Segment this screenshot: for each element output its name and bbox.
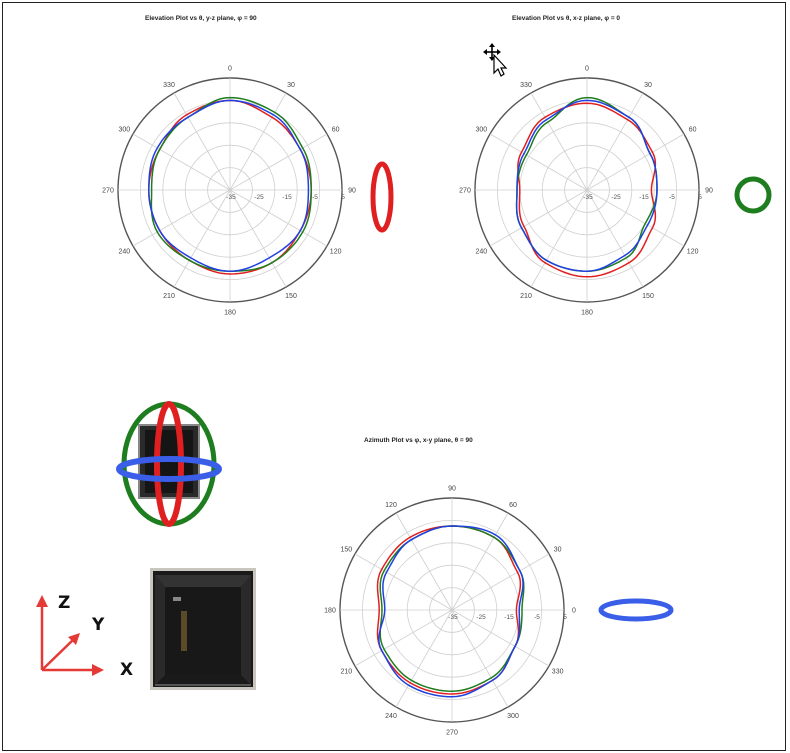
- series-line-green: [379, 525, 525, 692]
- angle-tick-label: 150: [642, 293, 654, 300]
- angle-tick-label: 120: [330, 249, 342, 256]
- x-axis-label: X: [120, 660, 134, 680]
- polar-chart-yz: 0 30 60 90 120 150 180 210 240 270 300 330 -35 -25 -15…: [102, 66, 356, 317]
- radial-tick-label: -35: [583, 194, 593, 201]
- grid-spoke: [229, 189, 287, 288]
- radial-tick-label: -35: [448, 614, 458, 621]
- angle-tick-label: 210: [520, 293, 532, 300]
- angle-tick-label: 240: [476, 249, 488, 256]
- grid-spoke: [451, 553, 550, 611]
- polar-chart-xz: 0 30 60 90 120 150 180 210 240 270 300 330 -35 -25 -15…: [459, 66, 713, 317]
- grid-spoke: [229, 92, 287, 191]
- radial-tick-label: -25: [476, 614, 486, 621]
- radial-tick-label: -15: [282, 194, 292, 201]
- angle-tick-label: 60: [689, 127, 697, 134]
- angle-tick-label: 330: [552, 669, 564, 676]
- grid-spoke: [132, 189, 231, 247]
- grid-spoke: [586, 189, 644, 288]
- series-line-blue: [378, 525, 524, 698]
- angle-tick-label: 60: [332, 127, 340, 134]
- angle-tick-label: 180: [224, 310, 236, 317]
- blue-ellipse-icon: [598, 598, 674, 622]
- radial-tick-label: -25: [254, 194, 264, 201]
- angle-tick-label: 210: [341, 669, 353, 676]
- radial-tick-label: -5: [534, 614, 540, 621]
- series-line-blue: [515, 99, 658, 272]
- grid-spoke: [489, 189, 588, 247]
- angle-tick-label: 150: [341, 547, 353, 554]
- angle-tick-label: 0: [228, 66, 232, 73]
- grid-spoke: [530, 189, 588, 288]
- device-pattern-diagram: [116, 401, 222, 527]
- angle-tick-label: 330: [163, 82, 175, 89]
- series-line-red: [517, 102, 657, 278]
- grid-spoke: [489, 133, 588, 191]
- radial-tick-label: -15: [639, 194, 649, 201]
- z-axis-label: Z: [58, 593, 71, 613]
- coordinate-axes-diagram: [36, 595, 104, 676]
- move-cursor-icon: [483, 43, 508, 77]
- grid-spoke: [395, 609, 453, 708]
- grid-spoke: [586, 92, 644, 191]
- angle-tick-label: 210: [163, 293, 175, 300]
- radial-tick-label: -25: [611, 194, 621, 201]
- grid-spoke: [451, 609, 509, 708]
- radial-tick-label: -5: [669, 194, 675, 201]
- angle-tick-label: 120: [687, 249, 699, 256]
- radial-tick-label: -5: [312, 194, 318, 201]
- chart-title-xz: Elevation Plot vs θ, x-z plane, φ = 0: [512, 15, 621, 22]
- radial-tick-label: 5: [698, 194, 702, 201]
- grid-spoke: [395, 512, 453, 611]
- grid-spoke: [173, 92, 231, 191]
- angle-tick-label: 90: [348, 188, 356, 195]
- radial-tick-label: 5: [563, 614, 567, 621]
- angle-tick-label: 270: [459, 188, 471, 195]
- grid-spoke: [451, 609, 550, 667]
- grid-spoke: [229, 133, 328, 191]
- grid-spoke: [173, 189, 231, 288]
- series-line-blue: [148, 99, 310, 272]
- red-ellipse-icon: [370, 161, 394, 233]
- chart-title-yz: Elevation Plot vs θ, y-z plane, φ = 90: [145, 15, 257, 22]
- radial-tick-label: -15: [504, 614, 514, 621]
- angle-tick-label: 90: [448, 486, 456, 493]
- radial-tick-label: 5: [341, 194, 345, 201]
- angle-tick-label: 60: [509, 502, 517, 509]
- angle-tick-label: 120: [385, 502, 397, 509]
- angle-tick-label: 90: [705, 188, 713, 195]
- angle-tick-label: 180: [581, 310, 593, 317]
- polar-chart-xy: 0 30 60 90 120 150 180 210 240 270 300 330 -35 -25 -15…: [324, 486, 576, 737]
- grid-spoke: [586, 189, 685, 247]
- grid-spoke: [132, 133, 231, 191]
- angle-tick-label: 240: [119, 249, 131, 256]
- angle-tick-label: 30: [287, 82, 295, 89]
- grid-spoke: [586, 133, 685, 191]
- angle-tick-label: 330: [520, 82, 532, 89]
- grid-spoke: [354, 609, 453, 667]
- grid-spoke: [229, 189, 328, 247]
- angle-tick-label: 30: [554, 547, 562, 554]
- angle-tick-label: 270: [446, 730, 458, 737]
- grid-spoke: [354, 553, 453, 611]
- angle-tick-label: 300: [507, 713, 519, 720]
- angle-tick-label: 300: [476, 127, 488, 134]
- angle-tick-label: 150: [285, 293, 297, 300]
- radial-tick-label: -35: [226, 194, 236, 201]
- grid-spoke: [530, 92, 588, 191]
- angle-tick-label: 0: [572, 608, 576, 615]
- angle-tick-label: 300: [119, 127, 131, 134]
- chart-title-xy: Azimuth Plot vs φ, x-y plane, θ = 90: [364, 437, 473, 444]
- angle-tick-label: 180: [324, 608, 336, 615]
- angle-tick-label: 240: [385, 713, 397, 720]
- green-circle-icon: [734, 176, 772, 214]
- enclosure-photo: [150, 568, 256, 690]
- grid-spoke: [451, 512, 509, 611]
- angle-tick-label: 30: [644, 82, 652, 89]
- angle-tick-label: 0: [585, 66, 589, 73]
- angle-tick-label: 270: [102, 188, 114, 195]
- y-axis-label: Y: [92, 615, 105, 635]
